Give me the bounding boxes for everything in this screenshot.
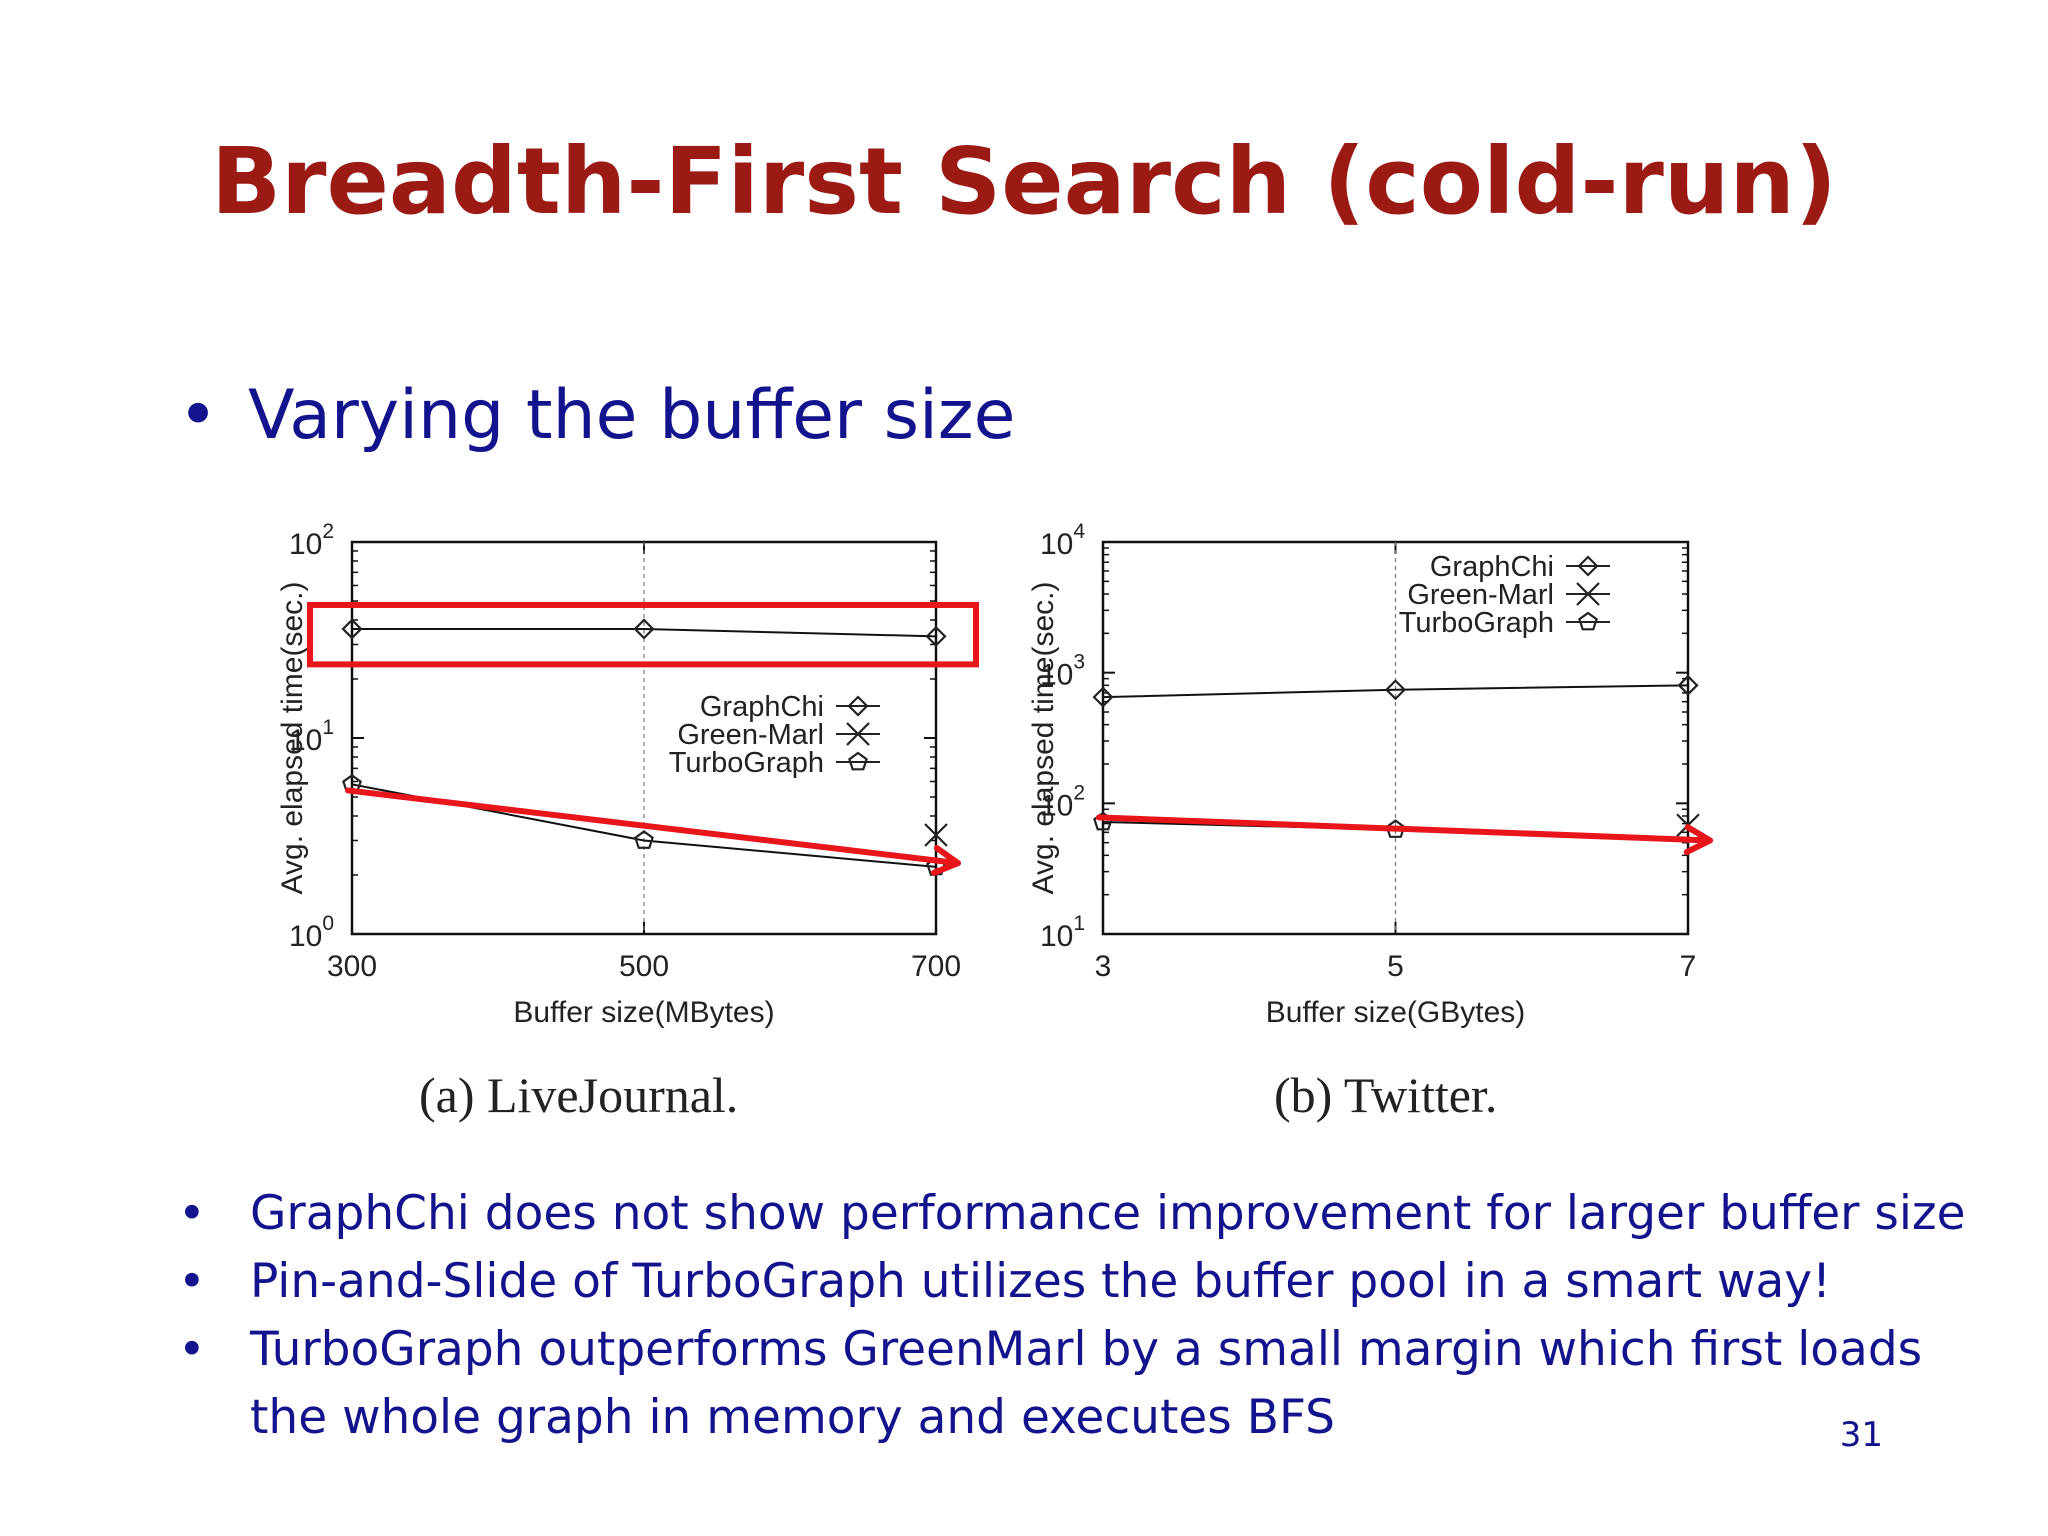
bullet-item: • Pin-and-Slide of TurboGraph utilizes t… [178,1248,2018,1316]
legend-marker [848,751,868,771]
legend-label: TurboGraph [1399,607,1554,639]
main-bullet-text: Varying the buffer size [248,376,1016,455]
figure: 100 101 102 300 500 700 Buffer size(MBytes) Avg… [224,510,1814,1140]
bullet-item: the whole graph in memory and executes B… [178,1384,2018,1452]
bullet-text: the whole graph in memory and executes B… [250,1390,1336,1445]
trend-arrow [345,787,961,867]
y-tick-label: 101 [1040,912,1085,953]
y-axis-label: Avg. elapsed time(sec.) [1027,582,1060,895]
bullet-dot: • [178,1322,206,1377]
data-point-graphchi [1092,686,1114,708]
legend-marker [847,695,869,717]
trend-arrow [1096,814,1713,844]
data-point-graphchi [633,618,655,640]
legend-marker [1577,555,1599,577]
x-tick-label: 300 [327,950,377,983]
y-axis-label: Avg. elapsed time(sec.) [276,582,309,895]
main-bullet: • Varying the buffer size [178,376,1015,455]
legend-label: GraphChi [1430,551,1554,583]
chart-twitter: 101 102 103 104 3 5 7 Buffer size(GBytes) Avg. e… [1027,520,1713,1029]
x-tick-label: 500 [619,950,669,983]
x-tick-label: 3 [1095,950,1112,983]
data-point-turbograph [634,830,654,849]
series-line-graphchi [352,627,937,638]
caption-twitter: (b) Twitter. [1274,1067,1498,1123]
y-tick-label: 102 [289,520,334,561]
bullet-dot: • [178,1254,206,1309]
legend-marker [1578,611,1598,631]
legend-label: GraphChi [700,691,824,723]
y-tick-label: 102 [1040,781,1085,822]
y-tick-label: 103 [1040,651,1085,692]
data-point-graphchi [925,625,947,647]
bullet-text: GraphChi does not show performance impro… [250,1186,1966,1241]
legend-marker [1576,582,1600,606]
page-number: 31 [1839,1415,1883,1455]
bullet-list: • GraphChi does not show performance imp… [178,1180,2018,1452]
y-tick-label: 104 [1040,520,1085,561]
highlight-box [307,601,979,668]
trend-arrow-head [930,845,961,876]
x-tick-label: 7 [1680,950,1697,983]
x-tick-label: 5 [1387,950,1404,983]
chart-livejournal: 100 101 102 300 500 700 Buffer size(MBytes) Avg… [276,520,979,1029]
bullet-item: • TurboGraph outperforms GreenMarl by a … [178,1316,2018,1384]
slide-title: Breadth-First Search (cold-run) [211,128,1837,235]
legend-label: Green-Marl [677,719,824,751]
legend-label: TurboGraph [669,747,824,779]
bullet-item: • GraphChi does not show performance imp… [178,1180,2018,1248]
data-point-graphchi [341,618,363,640]
data-point-graphchi [1677,674,1699,696]
x-tick-label: 700 [911,950,961,983]
caption-livejournal: (a) LiveJournal. [419,1067,739,1123]
legend-marker [846,722,870,746]
bullet-dot: • [178,1186,206,1241]
bullet-text: Pin-and-Slide of TurboGraph utilizes the… [250,1254,1831,1309]
data-point-graphchi [1384,679,1407,701]
series-line-graphchi [1102,684,1689,699]
x-axis-label: Buffer size(MBytes) [513,996,774,1029]
bullet-dot: • [178,376,219,455]
trend-arrow-head [1683,824,1713,856]
bullet-text: TurboGraph outperforms GreenMarl by a sm… [250,1322,1923,1377]
data-point-green-marl [924,823,948,847]
y-tick-label: 101 [289,716,334,757]
legend-label: Green-Marl [1407,579,1554,611]
y-tick-label: 100 [289,912,334,953]
x-axis-label: Buffer size(GBytes) [1266,996,1526,1029]
